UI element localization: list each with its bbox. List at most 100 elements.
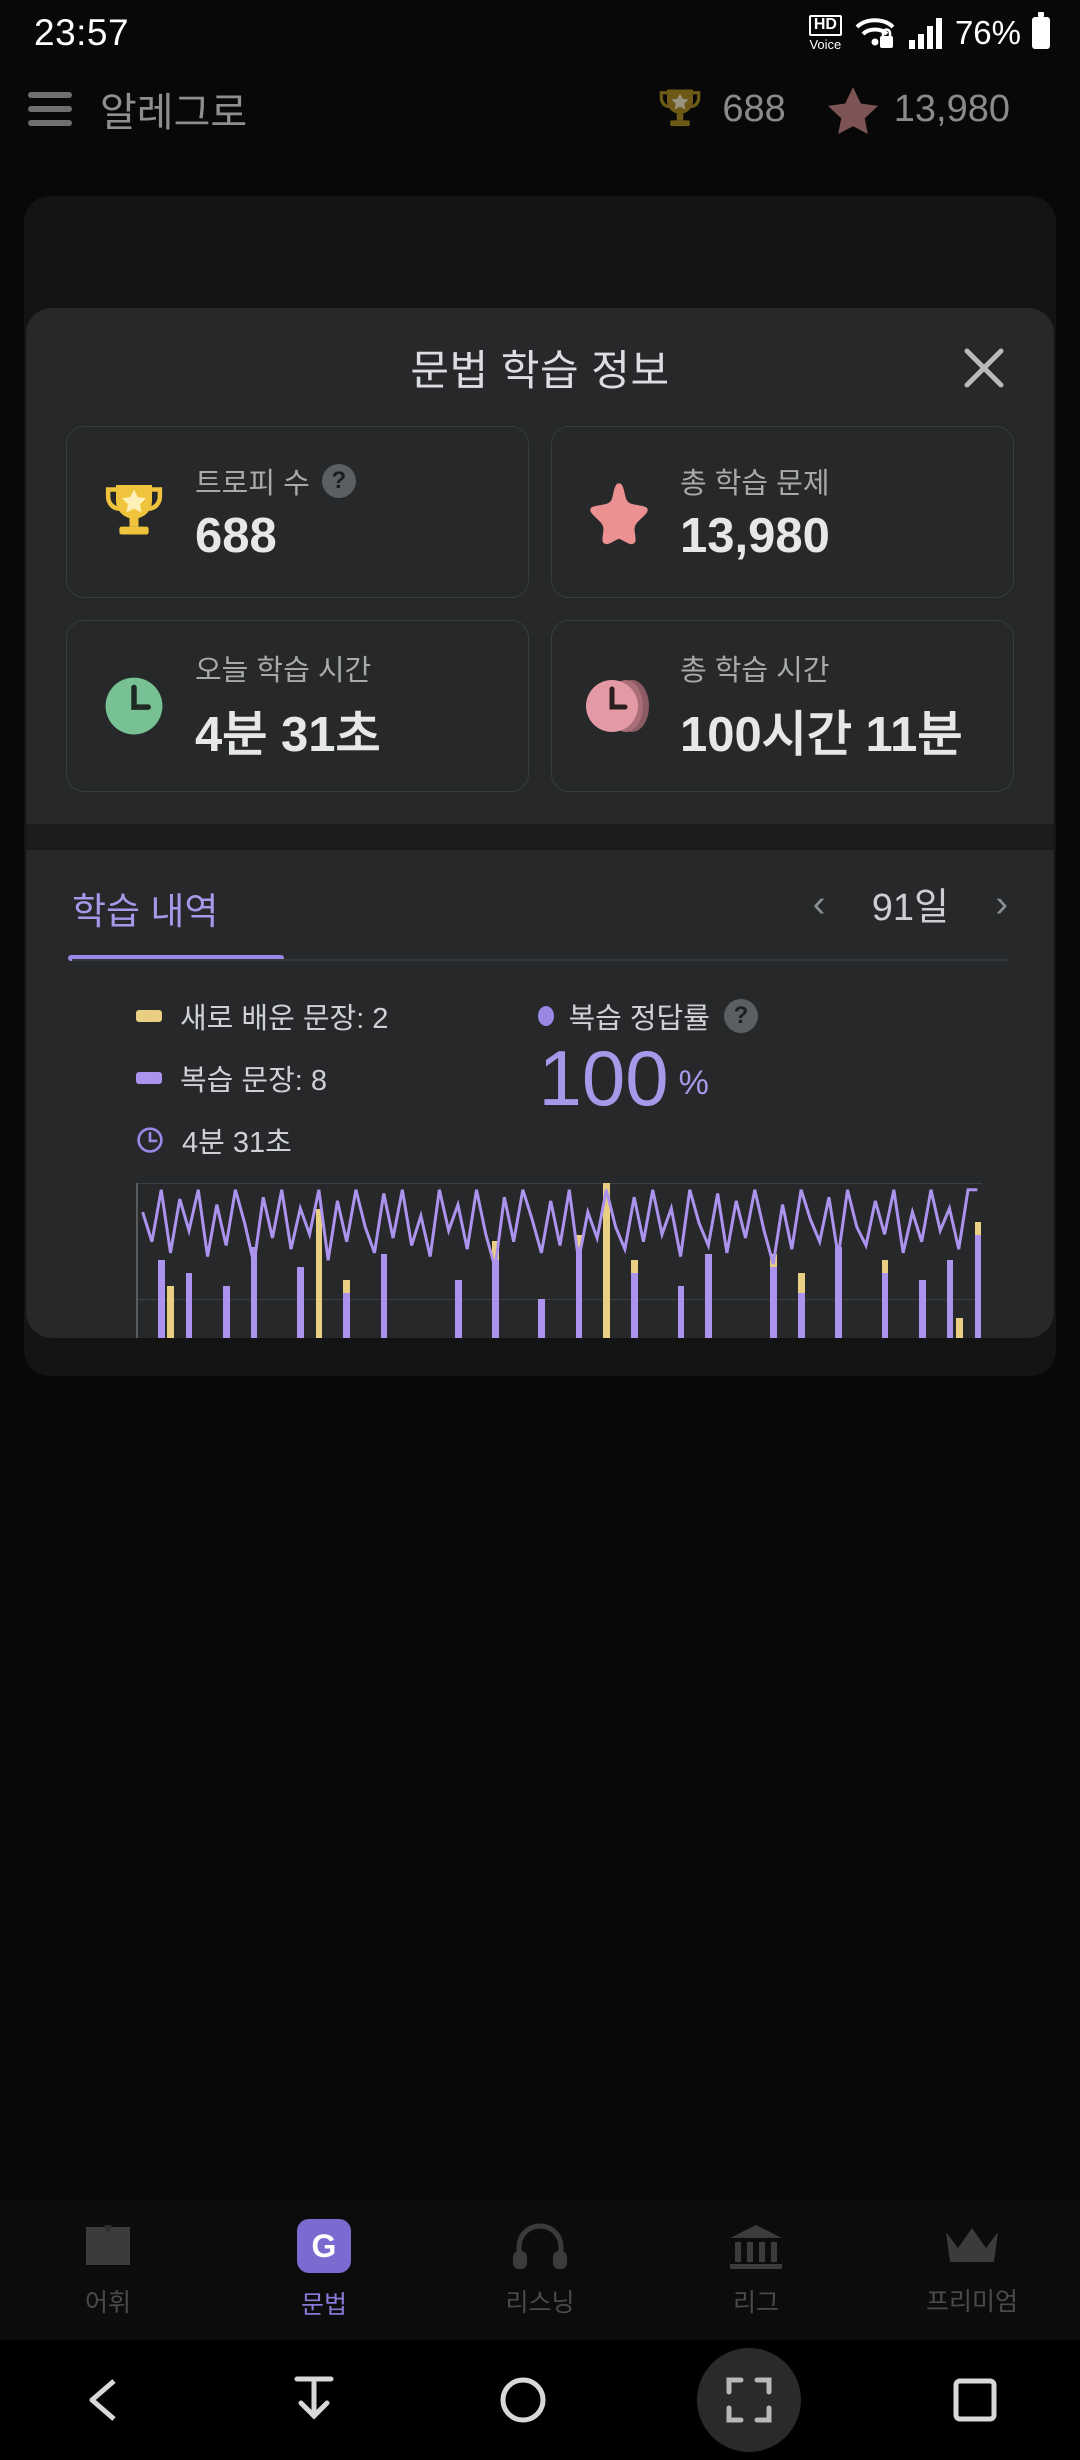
accuracy-unit: %	[678, 1064, 709, 1103]
chart-bar	[834, 1183, 843, 1338]
bank-icon	[730, 2225, 782, 2269]
chart-bar	[184, 1183, 193, 1338]
legend-swatch-new	[136, 1010, 162, 1022]
signal-bars-icon	[908, 18, 942, 49]
chart-bar	[630, 1183, 639, 1338]
range-label: 91일	[871, 887, 949, 929]
fullscreen-icon[interactable]	[697, 2348, 802, 2452]
header-trophy-count: 688	[722, 87, 786, 130]
trophy-icon	[660, 89, 701, 127]
chart-legend: 새로 배운 문장: 2 복습 문장: 8 4분 31초 복습	[26, 961, 1054, 1161]
trophy-icon	[95, 476, 173, 548]
nav-item-vocabulary[interactable]: 어휘	[0, 2221, 216, 2319]
chart-bar	[973, 1183, 982, 1338]
chart-bars	[138, 1183, 982, 1338]
stat-card-total-time[interactable]: 총 학습 시간 100시간 11분	[551, 620, 1014, 792]
legend-time-label: 4분 31초	[182, 1127, 292, 1159]
chart-bar	[249, 1183, 258, 1338]
battery-percent: 76%	[954, 14, 1021, 51]
headphones-icon	[513, 2223, 567, 2269]
chart-bar	[296, 1183, 305, 1338]
bottom-navigation: 어휘 G 문법 리스닝 리그	[0, 2200, 1080, 2340]
grammar-g-icon: G	[297, 2219, 351, 2273]
nav-item-listening[interactable]: 리스닝	[432, 2221, 648, 2319]
chart-bar	[342, 1183, 351, 1338]
chart-bar	[454, 1183, 463, 1338]
close-icon[interactable]	[958, 342, 1010, 394]
chart-bar	[379, 1183, 388, 1338]
chart-bar	[157, 1183, 166, 1338]
chart-bar	[881, 1183, 890, 1338]
chart-bar	[537, 1183, 546, 1338]
stat-card-total-problems[interactable]: 총 학습 문제 13,980	[551, 426, 1014, 598]
chart-bar	[222, 1183, 231, 1338]
chevron-left-icon[interactable]: ‹	[812, 882, 826, 925]
header-star-stat[interactable]: 13,980	[827, 84, 1010, 134]
triangle-back-icon[interactable]	[70, 2365, 140, 2435]
clock-green-icon	[95, 671, 173, 741]
stat-card-value: 13,980	[680, 509, 830, 563]
chart-bar	[166, 1183, 175, 1338]
nav-item-premium[interactable]: 프리미엄	[864, 2222, 1080, 2318]
clock-pink-icon	[580, 671, 658, 741]
nav-label: 문법	[300, 2291, 347, 2319]
nav-item-league[interactable]: 리그	[648, 2221, 864, 2319]
nav-item-grammar[interactable]: G 문법	[216, 2219, 432, 2321]
voice-label: Voice	[809, 37, 842, 52]
legend-review-sentences: 복습 문장: 8	[136, 1057, 388, 1099]
nav-label: 어휘	[84, 2289, 131, 2317]
help-icon[interactable]: ?	[723, 999, 758, 1033]
chart-bar	[574, 1183, 583, 1338]
modal-title: 문법 학습 정보	[410, 346, 670, 394]
stat-card-label: 총 학습 시간	[680, 647, 962, 689]
stat-card-value: 4분 31초	[195, 707, 381, 762]
stat-card-value: 100시간 11분	[680, 707, 963, 762]
accuracy-value: 100	[538, 1034, 669, 1122]
legend-dot-accuracy	[538, 1006, 555, 1026]
book-icon	[86, 2225, 130, 2265]
chart-bar	[491, 1183, 500, 1338]
hd-label: HD	[808, 15, 842, 36]
legend-swatch-review	[136, 1072, 162, 1084]
gridline	[136, 1298, 982, 1300]
grammar-stats-modal: 문법 학습 정보	[26, 308, 1054, 1338]
hamburger-menu-icon[interactable]	[28, 92, 72, 126]
stat-card-label-text: 오늘 학습 시간	[195, 654, 372, 687]
chart-bar	[676, 1183, 685, 1338]
stat-card-label: 트로피 수 ?	[195, 460, 356, 502]
chart-bar	[918, 1183, 927, 1338]
modal-header: 문법 학습 정보	[26, 308, 1054, 426]
circle-home-icon[interactable]	[488, 2365, 558, 2435]
chevron-right-icon[interactable]: ›	[995, 882, 1008, 925]
stat-card-label: 총 학습 문제	[680, 460, 830, 502]
section-divider	[26, 824, 1054, 850]
header-trophy-stat[interactable]: 688	[654, 83, 786, 135]
app-header: 알레그로 688 13,980	[0, 66, 1080, 152]
square-recents-icon[interactable]	[940, 2365, 1010, 2435]
stat-card-today-time[interactable]: 오늘 학습 시간 4분 31초	[66, 620, 529, 792]
nav-label: 리스닝	[505, 2289, 575, 2317]
battery-icon	[1032, 12, 1050, 49]
tab-study-history[interactable]: 학습 내역	[67, 881, 285, 961]
stat-card-label: 오늘 학습 시간	[195, 647, 381, 689]
stat-card-label-text: 트로피 수	[195, 468, 310, 500]
legend-new-sentences: 새로 배운 문장: 2	[136, 995, 388, 1037]
study-history-chart[interactable]	[136, 1183, 982, 1338]
header-star-count: 13,980	[893, 87, 1010, 130]
chart-bar	[955, 1183, 964, 1338]
chart-bar	[314, 1183, 323, 1338]
chart-bar	[945, 1183, 954, 1338]
help-icon[interactable]: ?	[321, 464, 356, 498]
legend-review-label: 복습 문장: 8	[180, 1065, 328, 1097]
nav-label: 리그	[732, 2289, 779, 2317]
arrow-down-icon[interactable]	[279, 2365, 349, 2435]
nav-label: 프리미엄	[925, 2288, 1018, 2316]
android-system-bar	[0, 2340, 1080, 2460]
hd-voice-icon: HD Voice	[808, 15, 842, 52]
chart-bar	[602, 1183, 611, 1338]
status-bar: 23:57 HD Voice 76%	[0, 0, 1080, 66]
stat-card-trophy[interactable]: 트로피 수 ? 688	[66, 426, 529, 598]
accuracy-line	[138, 1183, 982, 1338]
crown-icon	[946, 2228, 998, 2262]
chart-bar	[797, 1183, 806, 1338]
